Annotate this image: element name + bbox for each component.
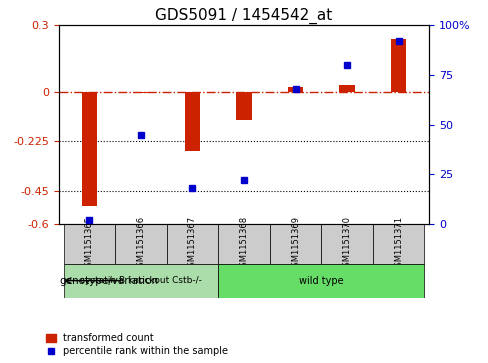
FancyBboxPatch shape (218, 264, 424, 298)
Text: GSM1151365: GSM1151365 (85, 216, 94, 272)
Text: GSM1151366: GSM1151366 (137, 216, 145, 272)
FancyBboxPatch shape (115, 224, 167, 264)
Text: GSM1151367: GSM1151367 (188, 216, 197, 272)
Text: GSM1151369: GSM1151369 (291, 216, 300, 272)
FancyBboxPatch shape (64, 264, 218, 298)
Text: GSM1151370: GSM1151370 (343, 216, 351, 272)
FancyBboxPatch shape (270, 224, 321, 264)
Bar (339, 85, 355, 91)
Text: cystatin B knockout Cstb-/-: cystatin B knockout Cstb-/- (80, 276, 202, 285)
FancyBboxPatch shape (167, 224, 218, 264)
Text: GSM1151368: GSM1151368 (240, 216, 248, 272)
Bar (185, 91, 200, 151)
FancyBboxPatch shape (373, 224, 424, 264)
FancyBboxPatch shape (218, 224, 270, 264)
Title: GDS5091 / 1454542_at: GDS5091 / 1454542_at (155, 8, 333, 24)
Bar (133, 91, 149, 93)
Bar (391, 38, 406, 91)
Bar (236, 91, 252, 120)
Text: wild type: wild type (299, 276, 344, 286)
Legend: transformed count, percentile rank within the sample: transformed count, percentile rank withi… (44, 331, 230, 358)
Bar (82, 91, 97, 206)
Bar (288, 87, 303, 91)
Text: GSM1151371: GSM1151371 (394, 216, 403, 272)
FancyBboxPatch shape (321, 224, 373, 264)
Text: genotype/variation: genotype/variation (60, 276, 159, 286)
FancyBboxPatch shape (64, 224, 115, 264)
